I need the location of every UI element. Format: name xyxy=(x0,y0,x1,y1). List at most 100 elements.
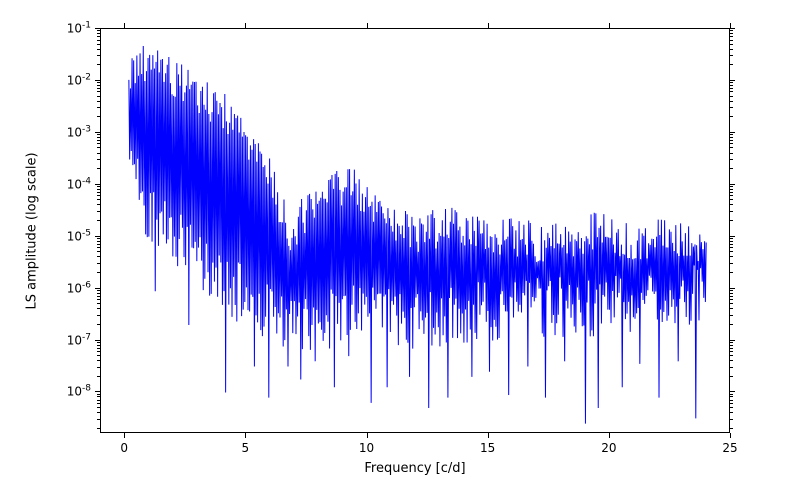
y-axis-label: LS amplitude (log scale) xyxy=(25,152,40,309)
y-minor-tick xyxy=(97,143,100,144)
y-minor-tick-right xyxy=(730,428,733,429)
y-minor-tick-right xyxy=(730,419,733,420)
y-minor-tick xyxy=(97,116,100,117)
x-tick-label: 10 xyxy=(359,441,374,455)
y-minor-tick-right xyxy=(730,159,733,160)
y-minor-tick xyxy=(97,348,100,349)
y-minor-tick xyxy=(97,204,100,205)
y-tick-label: 10-1 xyxy=(67,21,91,36)
y-minor-tick xyxy=(97,211,100,212)
y-minor-tick-right xyxy=(730,137,733,138)
y-minor-tick xyxy=(97,241,100,242)
y-tick-mark-right xyxy=(730,391,735,392)
y-minor-tick xyxy=(97,299,100,300)
y-minor-tick-right xyxy=(730,360,733,361)
x-tick-mark xyxy=(124,433,125,438)
y-tick-mark xyxy=(95,391,100,392)
y-minor-tick-right xyxy=(730,308,733,309)
x-tick-mark-top xyxy=(245,23,246,28)
y-minor-tick-right xyxy=(730,88,733,89)
y-minor-tick-right xyxy=(730,40,733,41)
y-minor-tick-right xyxy=(730,153,733,154)
y-minor-tick xyxy=(97,247,100,248)
y-tick-label: 10-7 xyxy=(67,332,91,347)
y-minor-tick xyxy=(97,351,100,352)
y-minor-tick xyxy=(97,153,100,154)
y-minor-tick-right xyxy=(730,293,733,294)
y-minor-tick-right xyxy=(730,256,733,257)
y-tick-mark xyxy=(95,288,100,289)
y-minor-tick xyxy=(97,55,100,56)
y-minor-tick-right xyxy=(730,91,733,92)
y-minor-tick-right xyxy=(730,394,733,395)
y-minor-tick-right xyxy=(730,143,733,144)
y-tick-mark-right xyxy=(730,80,735,81)
y-minor-tick xyxy=(97,419,100,420)
y-minor-tick xyxy=(97,244,100,245)
y-minor-tick-right xyxy=(730,82,733,83)
y-minor-tick-right xyxy=(730,30,733,31)
y-tick-mark-right xyxy=(730,132,735,133)
y-minor-tick xyxy=(97,412,100,413)
y-minor-tick xyxy=(97,315,100,316)
y-minor-tick-right xyxy=(730,204,733,205)
y-minor-tick xyxy=(97,238,100,239)
x-tick-label: 0 xyxy=(120,441,128,455)
y-minor-tick-right xyxy=(730,263,733,264)
y-minor-tick xyxy=(97,96,100,97)
y-minor-tick-right xyxy=(730,396,733,397)
y-tick-label: 10-8 xyxy=(67,384,91,399)
y-tick-label: 10-5 xyxy=(67,228,91,243)
y-minor-tick-right xyxy=(730,244,733,245)
x-tick-label: 25 xyxy=(722,441,737,455)
y-minor-tick xyxy=(97,88,100,89)
y-minor-tick xyxy=(97,33,100,34)
y-minor-tick xyxy=(97,199,100,200)
y-minor-tick xyxy=(97,30,100,31)
y-minor-tick xyxy=(97,403,100,404)
y-minor-tick-right xyxy=(730,299,733,300)
y-minor-tick xyxy=(97,137,100,138)
x-tick-mark-top xyxy=(609,23,610,28)
y-minor-tick xyxy=(97,296,100,297)
y-minor-tick xyxy=(97,186,100,187)
y-tick-mark-right xyxy=(730,236,735,237)
figure: 051015202510-810-710-610-510-410-310-210… xyxy=(0,0,800,500)
y-tick-mark xyxy=(95,236,100,237)
y-minor-tick-right xyxy=(730,345,733,346)
y-minor-tick-right xyxy=(730,101,733,102)
y-minor-tick xyxy=(97,308,100,309)
x-axis-label: Frequency [c/d] xyxy=(364,461,465,476)
y-minor-tick-right xyxy=(730,186,733,187)
y-minor-tick-right xyxy=(730,195,733,196)
y-minor-tick-right xyxy=(730,96,733,97)
y-minor-tick-right xyxy=(730,412,733,413)
y-tick-label: 10-2 xyxy=(67,72,91,87)
plot-area xyxy=(100,28,730,433)
y-minor-tick-right xyxy=(730,64,733,65)
y-minor-tick-right xyxy=(730,211,733,212)
y-minor-tick xyxy=(97,324,100,325)
y-minor-tick xyxy=(97,342,100,343)
y-minor-tick-right xyxy=(730,407,733,408)
y-tick-mark xyxy=(95,28,100,29)
y-minor-tick xyxy=(97,256,100,257)
y-minor-tick-right xyxy=(730,36,733,37)
y-minor-tick xyxy=(97,91,100,92)
y-minor-tick-right xyxy=(730,272,733,273)
y-minor-tick-right xyxy=(730,400,733,401)
y-minor-tick xyxy=(97,428,100,429)
y-minor-tick xyxy=(97,367,100,368)
y-minor-tick-right xyxy=(730,342,733,343)
y-minor-tick xyxy=(97,36,100,37)
y-minor-tick-right xyxy=(730,55,733,56)
y-minor-tick xyxy=(97,290,100,291)
y-minor-tick xyxy=(97,134,100,135)
y-tick-mark xyxy=(95,184,100,185)
y-minor-tick xyxy=(97,192,100,193)
y-minor-tick-right xyxy=(730,107,733,108)
x-tick-mark xyxy=(609,433,610,438)
x-tick-mark-top xyxy=(124,23,125,28)
y-minor-tick xyxy=(97,400,100,401)
y-minor-tick-right xyxy=(730,44,733,45)
